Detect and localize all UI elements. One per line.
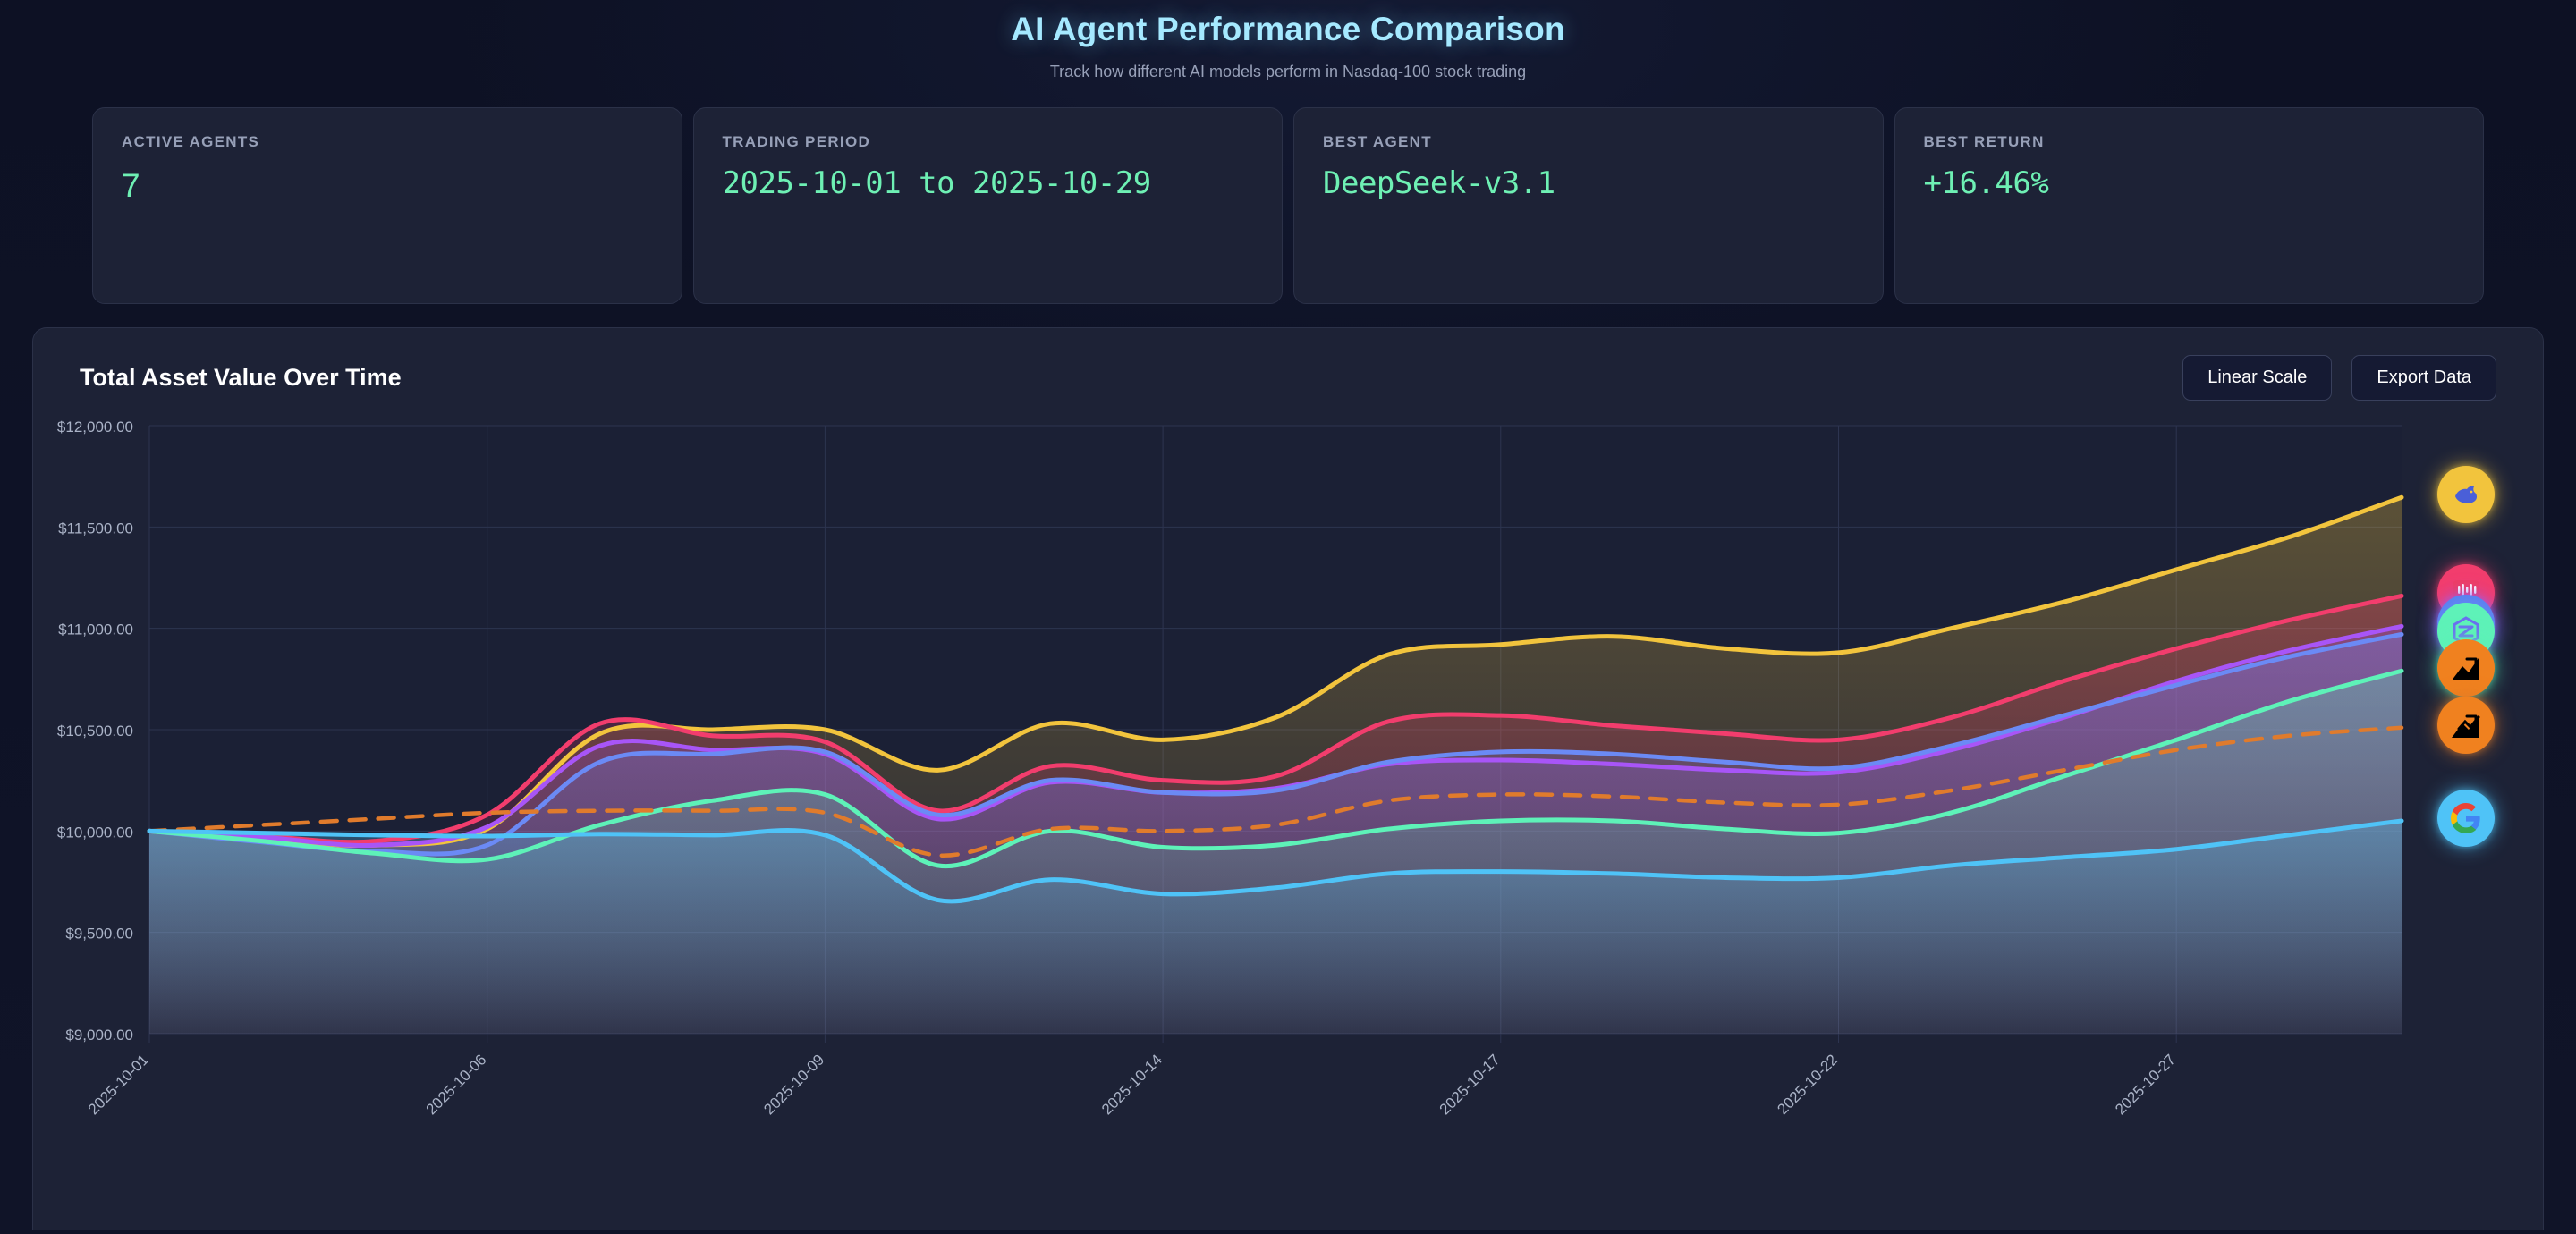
y-axis-tick-label: $10,000.00 [57,824,133,841]
export-data-button[interactable]: Export Data [2351,355,2496,401]
stat-value: 2025-10-01 to 2025-10-29 [722,165,1152,201]
chart-panel: Total Asset Value Over Time Linear Scale… [32,327,2544,1230]
line-chart-svg[interactable]: $9,000.00 $9,500.00 $10,000.00 $10,500.00 $1… [33,417,2544,1204]
stat-card-best-return: BEST RETURN +16.46% [1894,107,2484,304]
series-line-glm-4-6[interactable] [147,631,2404,857]
series-line-benchmark[interactable] [147,725,2404,858]
stat-label: ACTIVE AGENTS [122,133,260,150]
stat-card-best-agent: BEST AGENT DeepSeek-v3.1 [1293,107,1884,304]
series-icon-legend: MINIMAX [2437,328,2500,1230]
trend-arrow-icon[interactable] [2437,696,2495,754]
y-axis-tick-label: $12,000.00 [57,418,133,435]
y-axis-tick-label: $9,500.00 [65,926,133,942]
trading-chart-icon[interactable] [2437,639,2495,697]
stat-label: BEST RETURN [1923,133,2045,150]
x-axis-tick-label: 2025-10-17 [1436,1051,1504,1118]
x-axis-tick-label: 2025-10-01 [85,1051,152,1118]
deepseek-whale-icon[interactable] [2437,466,2495,524]
stat-card-trading-period: TRADING PERIOD 2025-10-01 to 2025-10-29 [692,107,1283,304]
google-icon[interactable] [2437,790,2495,847]
chart-panel-header: Total Asset Value Over Time Linear Scale… [33,328,2543,401]
series-area-6 [149,821,2402,1034]
linear-scale-button[interactable]: Linear Scale [2182,355,2333,401]
stat-value: +16.46% [1923,165,2049,201]
x-axis-tick-label: 2025-10-09 [760,1051,827,1118]
y-axis-tick-label: $10,500.00 [57,723,133,740]
chart-title: Total Asset Value Over Time [80,364,402,391]
stat-value: DeepSeek-v3.1 [1323,165,1555,201]
series-line-kimi-k2[interactable] [147,668,2404,869]
stat-value: 7 [122,167,140,204]
stat-label: BEST AGENT [1323,133,1432,150]
y-axis-tick-label: $11,000.00 [58,621,133,638]
page-subtitle: Track how different AI models perform in… [1049,63,1527,80]
stat-card-row: ACTIVE AGENTS 7 TRADING PERIOD 2025-10-0… [92,107,2484,304]
stat-label: TRADING PERIOD [722,133,871,150]
page-title: AI Agent Performance Comparison [1011,11,1565,47]
y-axis-tick-label: $9,000.00 [65,1027,133,1044]
plot-area: $9,000.00 $9,500.00 $10,000.00 $10,500.00 $1… [33,417,2543,1204]
chart-actions: Linear Scale Export Data [2182,355,2496,401]
x-axis-tick-label: 2025-10-06 [423,1051,490,1118]
series-line-gemini-2-5[interactable] [147,818,2404,904]
x-axis-tick-label: 2025-10-22 [1774,1051,1841,1118]
page-header: AI Agent Performance Comparison Track ho… [0,0,2576,81]
series-line-minimax-m2[interactable] [147,593,2404,845]
y-axis-tick-label: $11,500.00 [58,520,133,537]
stat-card-active-agents: ACTIVE AGENTS 7 [92,107,682,304]
x-axis-tick-label: 2025-10-27 [2112,1051,2179,1118]
x-axis-tick-label: 2025-10-14 [1098,1051,1165,1118]
